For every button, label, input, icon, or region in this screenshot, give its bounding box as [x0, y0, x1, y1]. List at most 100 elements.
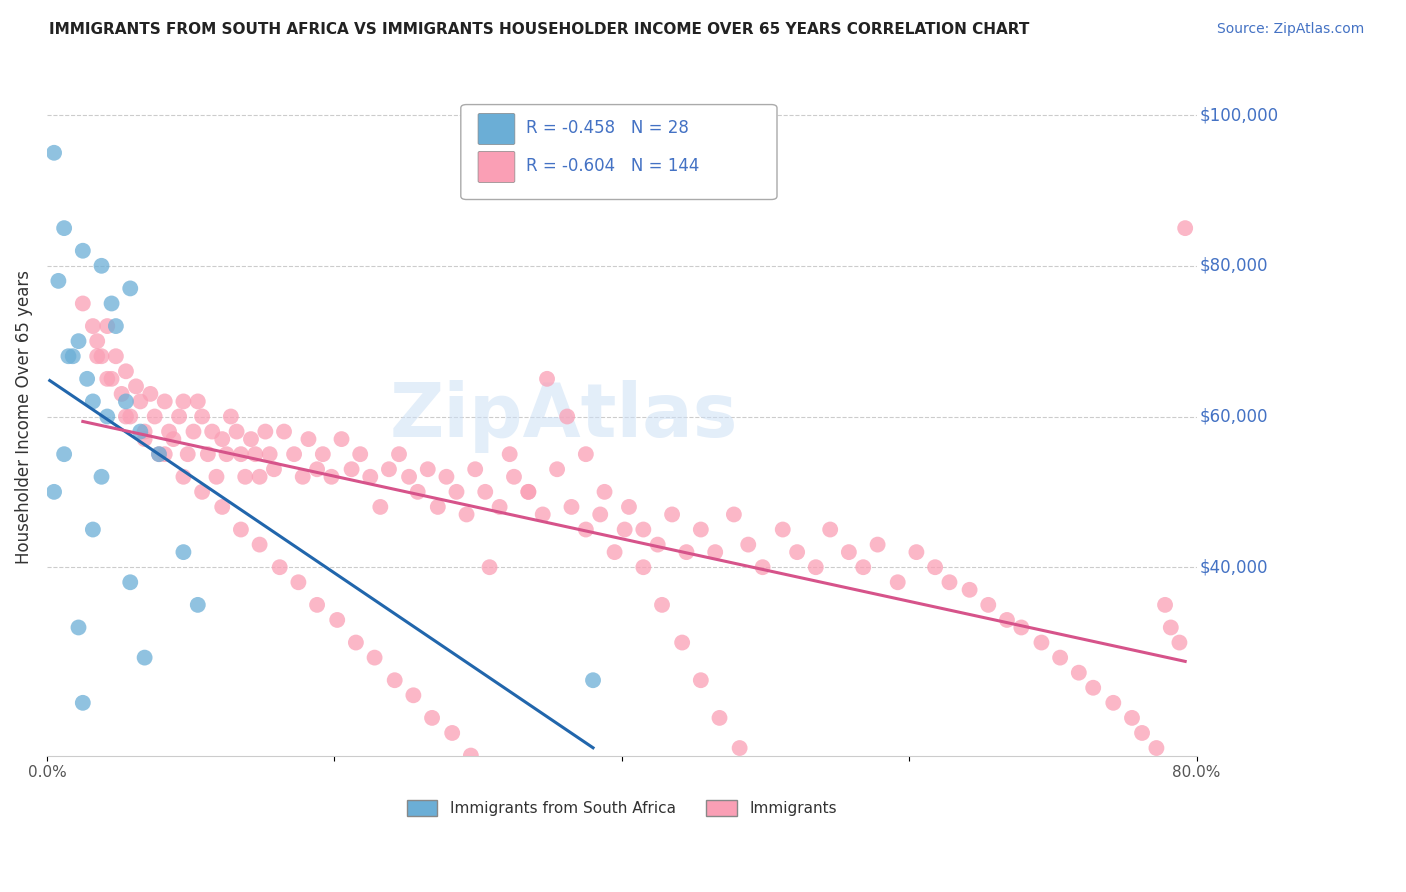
Point — [1130, 726, 1153, 740]
Point — [671, 635, 693, 649]
Point — [349, 447, 371, 461]
Text: $100,000: $100,000 — [1199, 106, 1278, 124]
Point — [321, 470, 343, 484]
Point — [297, 432, 319, 446]
Point — [120, 575, 142, 590]
Text: IMMIGRANTS FROM SOUTH AFRICA VS IMMIGRANTS HOUSEHOLDER INCOME OVER 65 YEARS CORR: IMMIGRANTS FROM SOUTH AFRICA VS IMMIGRAN… — [49, 22, 1029, 37]
Point — [229, 523, 252, 537]
Point — [263, 462, 285, 476]
Point — [134, 650, 156, 665]
Point — [90, 470, 112, 484]
Point — [886, 575, 908, 590]
Point — [617, 500, 640, 514]
Point — [593, 484, 616, 499]
Point — [436, 470, 458, 484]
Point — [82, 319, 104, 334]
Point — [378, 462, 401, 476]
Point — [938, 575, 960, 590]
Point — [215, 447, 238, 461]
Point — [76, 372, 98, 386]
Point — [1121, 711, 1143, 725]
Point — [197, 447, 219, 461]
Point — [191, 484, 214, 499]
Point — [115, 409, 138, 424]
Point — [125, 379, 148, 393]
Point — [53, 447, 76, 461]
Point — [786, 545, 808, 559]
Point — [307, 598, 329, 612]
Point — [86, 349, 108, 363]
Point — [172, 470, 194, 484]
Point — [1168, 635, 1191, 649]
Text: Source: ZipAtlas.com: Source: ZipAtlas.com — [1216, 22, 1364, 37]
Point — [531, 508, 554, 522]
Point — [153, 394, 176, 409]
FancyBboxPatch shape — [461, 104, 778, 200]
Point — [139, 387, 162, 401]
Point — [177, 447, 200, 461]
Point — [1031, 635, 1053, 649]
Point — [613, 523, 636, 537]
Point — [219, 409, 242, 424]
FancyBboxPatch shape — [478, 152, 515, 183]
Point — [134, 425, 156, 439]
Point — [201, 425, 224, 439]
Point — [72, 696, 94, 710]
Point — [249, 538, 271, 552]
Point — [398, 470, 420, 484]
Point — [416, 462, 439, 476]
Point — [72, 244, 94, 258]
Point — [426, 500, 449, 514]
Point — [359, 470, 381, 484]
Point — [172, 545, 194, 559]
Point — [157, 425, 180, 439]
Point — [633, 523, 655, 537]
Point — [661, 508, 683, 522]
Text: R = -0.604   N = 144: R = -0.604 N = 144 — [526, 157, 700, 175]
Point — [456, 508, 478, 522]
Point — [517, 484, 540, 499]
Point — [134, 432, 156, 446]
Point — [72, 296, 94, 310]
Point — [115, 364, 138, 378]
Point — [90, 259, 112, 273]
Point — [245, 447, 267, 461]
Point — [330, 432, 353, 446]
Point — [167, 409, 190, 424]
Point — [464, 462, 486, 476]
Point — [42, 145, 65, 160]
Point — [977, 598, 1000, 612]
Point — [62, 349, 84, 363]
Text: R = -0.458   N = 28: R = -0.458 N = 28 — [526, 120, 689, 137]
Point — [96, 409, 118, 424]
Point — [326, 613, 349, 627]
Point — [517, 484, 540, 499]
Point — [153, 447, 176, 461]
Point — [772, 523, 794, 537]
Point — [269, 560, 291, 574]
Point — [183, 425, 205, 439]
Y-axis label: Householder Income Over 65 years: Householder Income Over 65 years — [15, 269, 32, 564]
Point — [1160, 620, 1182, 634]
Point — [240, 432, 263, 446]
Point — [478, 560, 501, 574]
Point — [53, 221, 76, 235]
Point — [633, 560, 655, 574]
Point — [370, 500, 392, 514]
Point — [67, 334, 90, 348]
Point — [254, 425, 277, 439]
Legend: Immigrants from South Africa, Immigrants: Immigrants from South Africa, Immigrants — [401, 794, 842, 822]
Point — [402, 688, 425, 702]
Point — [488, 500, 510, 514]
Point — [283, 447, 305, 461]
Point — [148, 447, 170, 461]
Point — [704, 545, 727, 559]
Point — [1174, 221, 1197, 235]
Point — [689, 673, 711, 688]
Point — [120, 281, 142, 295]
Point — [388, 447, 411, 461]
Point — [647, 538, 669, 552]
Point — [1010, 620, 1032, 634]
Point — [104, 319, 127, 334]
Point — [460, 748, 482, 763]
